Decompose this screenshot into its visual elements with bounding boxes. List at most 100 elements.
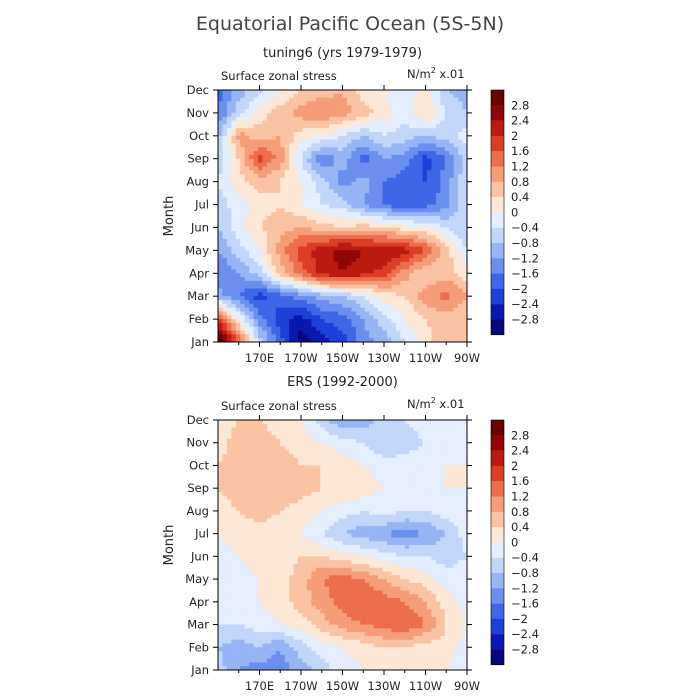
field-cell — [298, 193, 304, 198]
field-cell — [338, 112, 344, 118]
field-cell — [329, 204, 335, 209]
field-cell — [373, 269, 379, 274]
field-cell — [218, 258, 224, 263]
field-cell — [218, 101, 224, 106]
field-cell — [293, 435, 299, 440]
field-cell — [404, 438, 410, 444]
field-cell — [289, 338, 295, 342]
field-cell — [355, 420, 361, 425]
field-cell — [369, 338, 375, 342]
field-cell — [222, 135, 228, 141]
field-cell — [315, 435, 321, 440]
field-cell — [231, 135, 237, 141]
field-cell — [369, 461, 375, 467]
field-cell — [280, 93, 286, 99]
field-cell — [306, 124, 312, 129]
field-cell — [231, 177, 237, 183]
field-cell — [293, 480, 299, 485]
field-cell — [346, 326, 352, 332]
field-cell — [222, 307, 228, 313]
field-cell — [320, 177, 326, 183]
colorbar-swatch — [491, 181, 504, 198]
field-cell — [462, 219, 467, 225]
field-cell — [311, 269, 317, 274]
field-cell — [360, 227, 366, 232]
field-cell — [240, 420, 246, 425]
field-cell — [333, 132, 339, 137]
field-cell — [458, 101, 464, 106]
field-cell — [462, 120, 467, 125]
field-cell — [249, 322, 255, 328]
field-cell — [386, 185, 393, 190]
field-cell — [258, 461, 264, 467]
field-cell — [244, 280, 250, 286]
field-cell — [369, 124, 375, 129]
field-cell — [426, 258, 433, 263]
field-cell — [289, 254, 295, 259]
field-cell — [258, 319, 264, 324]
field-cell — [222, 196, 228, 202]
field-cell — [311, 242, 317, 248]
field-cell — [431, 219, 437, 225]
field-cell — [253, 284, 259, 290]
field-cell — [382, 128, 388, 133]
field-cell — [298, 181, 304, 187]
field-cell — [218, 326, 224, 332]
field-cell — [378, 322, 384, 328]
field-cell — [244, 254, 250, 259]
field-cell — [293, 476, 299, 482]
field-cell — [413, 269, 419, 274]
field-cell — [373, 442, 379, 448]
field-cell — [431, 216, 437, 221]
field-cell — [293, 300, 299, 305]
field-cell — [253, 101, 259, 106]
field-cell — [293, 488, 299, 493]
field-cell — [342, 322, 348, 328]
field-cell — [395, 109, 401, 114]
field-cell — [413, 261, 419, 267]
field-cell — [404, 166, 410, 171]
field-cell — [418, 480, 424, 485]
field-cell — [293, 326, 299, 332]
field-cell — [462, 334, 467, 339]
field-cell — [244, 246, 250, 251]
field-cell — [391, 261, 397, 267]
field-cell — [431, 495, 437, 501]
field-cell — [315, 326, 321, 332]
field-cell — [400, 193, 406, 198]
field-cell — [258, 300, 264, 305]
field-cell — [395, 427, 401, 432]
field-cell — [302, 284, 308, 290]
field-cell — [240, 261, 246, 267]
field-cell — [360, 491, 366, 497]
field-cell — [315, 185, 321, 190]
field-cell — [271, 484, 277, 489]
field-cell — [355, 269, 361, 274]
field-cell — [280, 143, 286, 148]
field-cell — [360, 469, 366, 474]
field-cell — [333, 139, 339, 145]
field-cell — [306, 170, 312, 175]
field-cell — [231, 461, 237, 467]
field-cell — [404, 450, 410, 455]
field-cell — [293, 454, 299, 459]
field-cell — [449, 101, 455, 106]
field-cell — [306, 338, 312, 342]
field-cell — [218, 204, 224, 209]
field-cell — [422, 457, 428, 463]
field-cell — [293, 296, 299, 301]
field-cell — [351, 124, 357, 129]
field-cell — [329, 326, 335, 332]
field-cell — [462, 322, 467, 328]
field-cell — [298, 93, 304, 99]
field-cell — [444, 326, 450, 332]
field-cell — [240, 212, 246, 217]
field-cell — [369, 231, 375, 236]
field-cell — [315, 200, 321, 206]
field-cell — [320, 319, 326, 324]
field-cell — [258, 216, 264, 221]
field-cell — [346, 319, 352, 324]
field-cell — [266, 446, 272, 451]
field-cell — [284, 135, 290, 141]
field-cell — [333, 330, 339, 335]
